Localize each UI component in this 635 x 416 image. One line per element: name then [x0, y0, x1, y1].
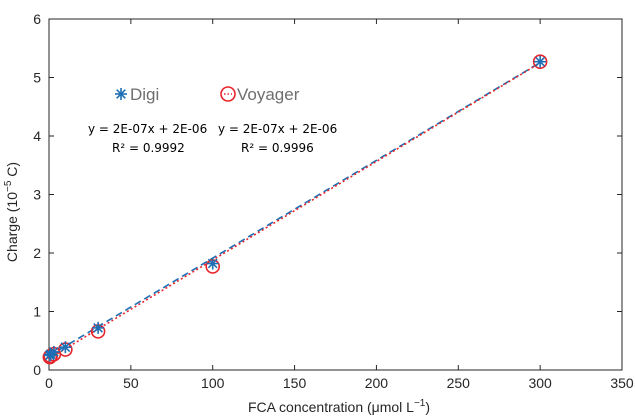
x-tick-label: 150	[283, 375, 307, 391]
asterisk-stroke	[93, 322, 103, 333]
x-tick-label: 250	[447, 375, 471, 391]
x-tick-label: 0	[45, 375, 53, 391]
y-axis-label-sup: −5	[3, 180, 14, 192]
legend-voyager-circle	[220, 86, 236, 102]
x-axis-label-suffix: )	[425, 399, 430, 415]
legend-digi-marker	[115, 88, 127, 100]
x-tick-label: 300	[528, 375, 552, 391]
y-tick-label: 3	[33, 187, 41, 203]
legend-voyager-marker	[220, 86, 236, 102]
legend-digi-asterisk	[115, 88, 127, 100]
digi-point	[92, 321, 105, 334]
asterisk-stroke	[49, 346, 59, 357]
tick-marks	[48, 18, 623, 371]
digi-point	[59, 341, 72, 354]
asterisk-stroke	[207, 258, 218, 269]
voyager-fit-equation: y = 2E-07x + 2E-06	[218, 122, 337, 136]
data-points	[42, 54, 548, 365]
plot-box	[48, 18, 623, 371]
asterisk-stroke	[535, 56, 546, 67]
digi-point	[47, 345, 60, 358]
fit-lines	[49, 61, 541, 359]
voyager-point	[532, 54, 548, 70]
digi-fit-r2: R² = 0.9992	[112, 141, 185, 155]
legend: Digi Voyager	[115, 85, 300, 104]
plot-frame	[48, 18, 623, 371]
y-tick-label: 4	[33, 128, 41, 144]
x-axis-label-main: FCA concentration (μmol L	[248, 399, 414, 415]
x-axis-label-sup: −1	[414, 398, 426, 409]
x-axis-label: FCA concentration (μmol L−1)	[248, 398, 430, 415]
tick-labels: 0 50 100 150 200 250 300 350 0 1 2 3 4 5 6	[33, 11, 634, 391]
x-tick-label: 100	[201, 375, 225, 391]
legend-voyager-label: Voyager	[237, 85, 300, 104]
asterisk-stroke	[60, 342, 71, 353]
digi-point	[206, 257, 219, 270]
y-axis-label-suffix: C)	[4, 162, 20, 181]
y-tick-label: 6	[33, 11, 41, 27]
y-tick-label: 2	[33, 245, 41, 261]
x-tick-label: 200	[365, 375, 389, 391]
legend-digi-label: Digi	[130, 85, 159, 104]
y-tick-label: 1	[33, 304, 41, 320]
digi-point	[534, 55, 547, 68]
digi-fit-equation: y = 2E-07x + 2E-06	[88, 122, 207, 136]
x-tick-label: 350	[610, 375, 634, 391]
fit-line-voyager	[49, 62, 541, 359]
x-tick-label: 50	[123, 375, 139, 391]
y-tick-label: 0	[33, 362, 41, 378]
y-tick-label: 5	[33, 70, 41, 86]
y-axis-label: Charge (10−5 C)	[3, 162, 20, 262]
voyager-fit-r2: R² = 0.9996	[241, 141, 314, 155]
y-axis-label-main: Charge (10	[4, 192, 20, 262]
asterisk-stroke	[116, 89, 126, 99]
